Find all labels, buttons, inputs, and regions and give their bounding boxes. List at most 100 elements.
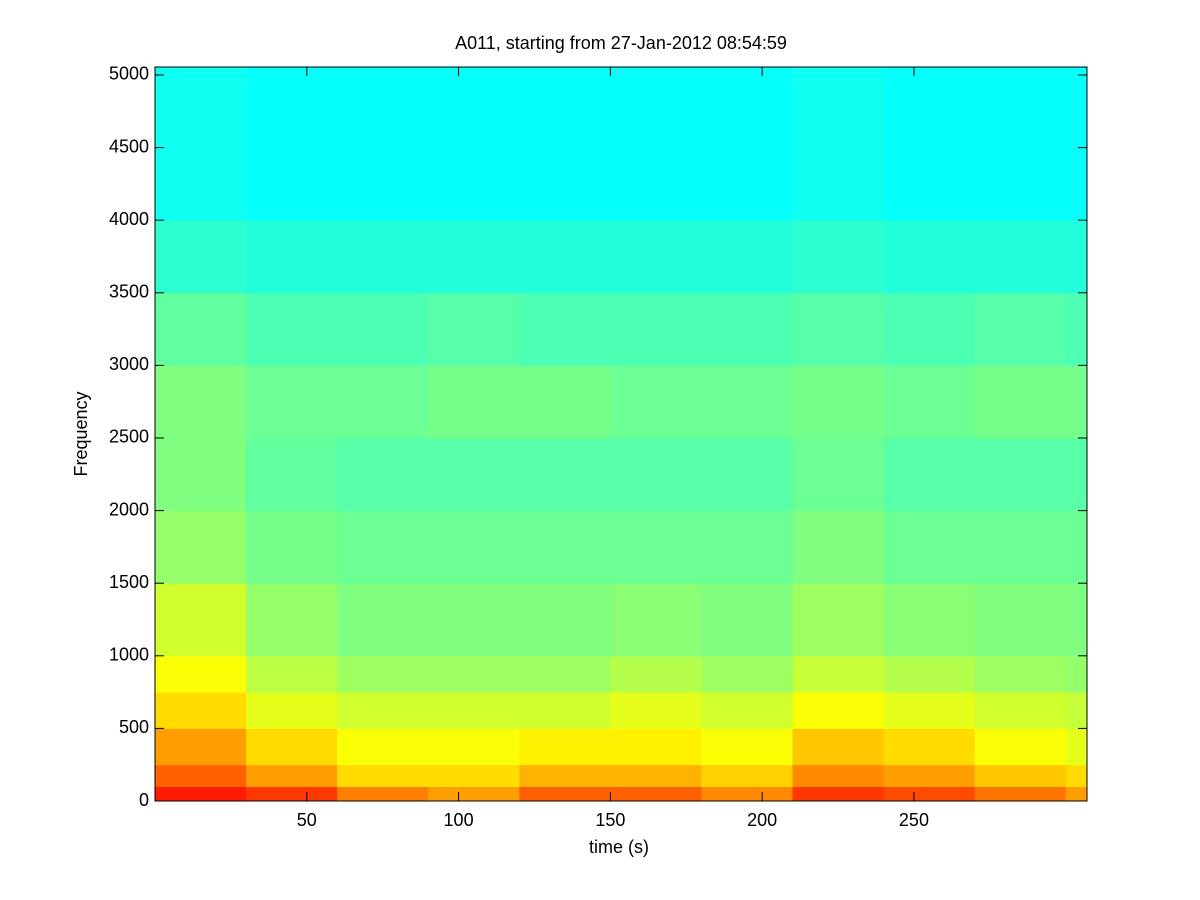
heatmap-cell — [610, 292, 702, 366]
heatmap-cell — [701, 786, 794, 802]
heatmap-cell — [428, 728, 520, 766]
heatmap-cell — [610, 365, 702, 439]
heatmap-cell — [246, 67, 338, 221]
heatmap-cell — [792, 510, 885, 584]
heatmap-cell — [1065, 220, 1088, 294]
heatmap-cell — [428, 437, 520, 512]
heatmap-cell — [701, 692, 794, 729]
heatmap-cell — [610, 220, 702, 294]
heatmap-cell — [428, 220, 520, 294]
heatmap-cell — [337, 67, 429, 221]
heatmap-cell — [337, 220, 429, 294]
heatmap-cell — [155, 365, 247, 439]
heatmap-cell — [974, 365, 1067, 439]
heatmap-cell — [792, 764, 885, 787]
heatmap-cell — [337, 655, 429, 693]
y-tick-label: 3000 — [109, 354, 149, 374]
heatmap-cell — [883, 786, 976, 802]
heatmap-cell — [519, 764, 611, 787]
x-tick-label: 100 — [444, 810, 474, 830]
heatmap-cell — [974, 220, 1067, 294]
heatmap-cell — [246, 764, 338, 787]
heatmap-cell — [246, 510, 338, 584]
heatmap-cell — [337, 728, 429, 766]
heatmap-cell — [246, 655, 338, 693]
heatmap-cell — [337, 764, 429, 787]
heatmap-cell — [428, 67, 520, 221]
y-tick-label: 5000 — [109, 64, 149, 84]
heatmap-cell — [792, 692, 885, 729]
y-tick-label: 4000 — [109, 209, 149, 229]
heatmap-cell — [1065, 764, 1088, 787]
heatmap-cell — [974, 728, 1067, 766]
heatmap-cell — [974, 655, 1067, 693]
y-tick-label: 2000 — [109, 499, 149, 519]
heatmap-cell — [701, 220, 794, 294]
heatmap-cell — [337, 365, 429, 439]
heatmap-cell — [519, 67, 611, 221]
heatmap-cell — [1065, 292, 1088, 366]
heatmap-cell — [1065, 365, 1088, 439]
heatmap-cell — [883, 655, 976, 693]
heatmap-cell — [1065, 655, 1088, 693]
heatmap-cell — [246, 365, 338, 439]
heatmap-cell — [792, 786, 885, 802]
heatmap-cell — [155, 292, 247, 366]
heatmap-cell — [428, 510, 520, 584]
heatmap-cell — [246, 292, 338, 366]
heatmap-cell — [155, 655, 247, 693]
heatmap-cell — [974, 786, 1067, 802]
heatmap-cell — [1065, 583, 1088, 657]
y-tick-label: 500 — [119, 717, 149, 737]
heatmap-cell — [701, 655, 794, 693]
heatmap-cell — [974, 764, 1067, 787]
y-tick-label: 1500 — [109, 572, 149, 592]
x-tick-label: 250 — [899, 810, 929, 830]
heatmap-cell — [428, 292, 520, 366]
heatmap-cell — [1065, 786, 1088, 802]
y-tick-label: 2500 — [109, 427, 149, 447]
heatmap-cell — [701, 437, 794, 512]
heatmap-cell — [519, 583, 611, 657]
heatmap-cell — [428, 583, 520, 657]
heatmap-cell — [883, 437, 976, 512]
heatmap-cell — [337, 292, 429, 366]
heatmap-cell — [428, 764, 520, 787]
heatmap-cell — [610, 728, 702, 766]
heatmap-cell — [1065, 692, 1088, 729]
y-tick-label: 0 — [139, 790, 149, 810]
heatmap-cell — [792, 67, 885, 221]
heatmap-cell — [155, 728, 247, 766]
heatmap-cell — [792, 437, 885, 512]
heatmap-cell — [792, 583, 885, 657]
heatmap-cell — [701, 583, 794, 657]
heatmap-cell — [155, 583, 247, 657]
heatmap-cell — [610, 510, 702, 584]
heatmap-cell — [883, 764, 976, 787]
heatmap-cell — [701, 67, 794, 221]
heatmap-cell — [1065, 728, 1088, 766]
heatmap-cell — [246, 583, 338, 657]
heatmap-cell — [428, 365, 520, 439]
y-tick-label: 4500 — [109, 136, 149, 156]
x-tick-label: 50 — [297, 810, 317, 830]
heatmap-cell — [155, 764, 247, 787]
heatmap-cell — [337, 786, 429, 802]
heatmap-cell — [428, 655, 520, 693]
heatmap-cell — [1065, 67, 1088, 221]
heatmap-cell — [155, 786, 247, 802]
heatmap-cell — [246, 220, 338, 294]
heatmap-cell — [974, 510, 1067, 584]
heatmap-cell — [610, 786, 702, 802]
heatmap-cell — [883, 510, 976, 584]
x-tick-label: 200 — [747, 810, 777, 830]
heatmap-cell — [974, 583, 1067, 657]
heatmap-cell — [883, 583, 976, 657]
heatmap-cell — [701, 292, 794, 366]
heatmap-cell — [974, 292, 1067, 366]
x-axis-label: time (s) — [589, 837, 649, 857]
heatmap-cell — [792, 220, 885, 294]
heatmap-cell — [428, 692, 520, 729]
